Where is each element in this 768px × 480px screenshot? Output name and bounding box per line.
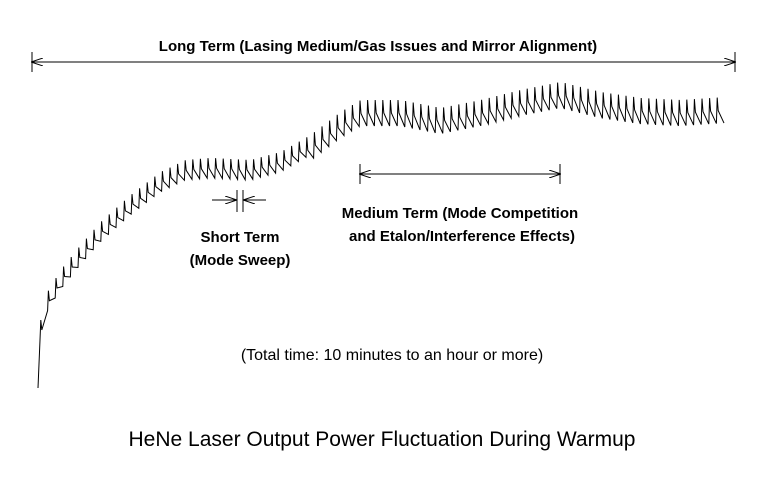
total-time-note: (Total time: 10 minutes to an hour or mo…: [241, 347, 543, 364]
medium-term-label: and Etalon/Interference Effects): [349, 228, 575, 245]
short-term-label: Short Term: [201, 229, 280, 246]
diagram-title: HeNe Laser Output Power Fluctuation Duri…: [129, 428, 636, 451]
power-trace: [37, 82, 725, 389]
short-term-label: (Mode Sweep): [190, 252, 291, 269]
medium-term-label: Medium Term (Mode Competition: [342, 205, 578, 222]
long-term-label: Long Term (Lasing Medium/Gas Issues and …: [159, 38, 597, 55]
